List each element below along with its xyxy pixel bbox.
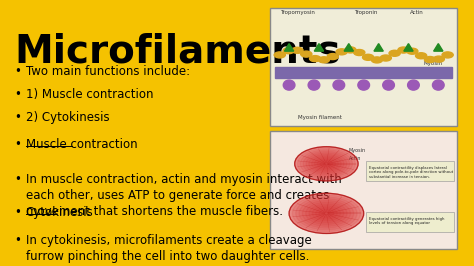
Circle shape [312,206,340,221]
Circle shape [327,53,338,60]
Circle shape [296,197,357,230]
Text: Tropomyosin: Tropomyosin [280,10,315,15]
Text: Two main functions include:: Two main functions include: [26,65,190,78]
Polygon shape [344,44,354,51]
Circle shape [299,199,354,228]
Ellipse shape [333,80,345,90]
FancyBboxPatch shape [366,161,454,181]
Circle shape [311,156,341,172]
Text: Equatorial contractility displaces lateral
cortex along pole-to-pole direction w: Equatorial contractility displaces later… [369,166,454,179]
Circle shape [345,47,356,53]
Circle shape [319,57,329,63]
Ellipse shape [408,80,419,90]
Text: 2) Cytokinesis: 2) Cytokinesis [26,111,109,124]
Circle shape [319,209,334,217]
Text: 1) Muscle contraction: 1) Muscle contraction [26,88,153,101]
FancyBboxPatch shape [271,7,457,126]
Polygon shape [374,44,383,51]
Text: Muscle contraction: Muscle contraction [26,138,137,151]
Circle shape [309,154,344,173]
Text: •: • [14,65,21,78]
FancyArrow shape [275,67,452,78]
Circle shape [292,195,360,232]
Circle shape [289,193,364,234]
Circle shape [320,160,333,167]
Circle shape [407,48,418,54]
Text: •: • [14,173,21,186]
Ellipse shape [432,80,444,90]
Circle shape [298,148,356,179]
Text: Myosin filament: Myosin filament [299,115,342,120]
Text: Equatorial contractility generates high
levels of tension along equator: Equatorial contractility generates high … [369,217,445,225]
Circle shape [306,153,347,175]
Circle shape [424,56,436,63]
Text: •: • [14,206,21,219]
Text: Actin: Actin [410,10,424,15]
Circle shape [309,204,344,223]
Text: Myosin: Myosin [423,61,443,66]
Polygon shape [404,44,413,51]
Text: •: • [14,138,21,151]
Circle shape [302,200,350,226]
Circle shape [295,147,358,181]
Circle shape [389,50,400,56]
Circle shape [301,51,312,57]
Circle shape [398,47,409,53]
FancyBboxPatch shape [366,212,454,232]
Circle shape [354,49,365,56]
Ellipse shape [358,80,370,90]
Circle shape [336,49,347,55]
Circle shape [316,207,337,219]
Circle shape [416,53,427,59]
Ellipse shape [308,80,320,90]
Text: In cytokinesis, microfilaments create a cleavage
furrow pinching the cell into t: In cytokinesis, microfilaments create a … [26,234,311,263]
Text: Myosin: Myosin [349,148,366,153]
Text: Troponin: Troponin [355,10,378,15]
Ellipse shape [283,80,295,90]
Circle shape [295,147,358,181]
Circle shape [433,56,445,62]
Text: Cytokinesis: Cytokinesis [26,206,93,219]
Circle shape [303,151,350,176]
Circle shape [371,57,383,63]
Circle shape [274,52,285,58]
Text: •: • [14,111,21,124]
Text: •: • [14,88,21,101]
Circle shape [301,150,353,178]
Circle shape [363,54,374,60]
Circle shape [292,47,303,53]
Circle shape [306,202,347,225]
Ellipse shape [383,80,394,90]
Text: In muscle contraction, actin and myosin interact with
each other, uses ATP to ge: In muscle contraction, actin and myosin … [26,173,341,218]
Circle shape [289,193,364,234]
Circle shape [314,157,338,170]
Circle shape [283,48,294,54]
Circle shape [442,52,453,58]
FancyBboxPatch shape [271,131,457,249]
Text: Actin: Actin [349,156,361,161]
Polygon shape [314,44,324,51]
Circle shape [317,159,336,169]
Polygon shape [284,44,294,51]
Text: •: • [14,234,21,247]
Circle shape [310,56,321,62]
Text: Microfilaments: Microfilaments [14,33,340,71]
Circle shape [380,55,392,61]
Polygon shape [434,44,443,51]
